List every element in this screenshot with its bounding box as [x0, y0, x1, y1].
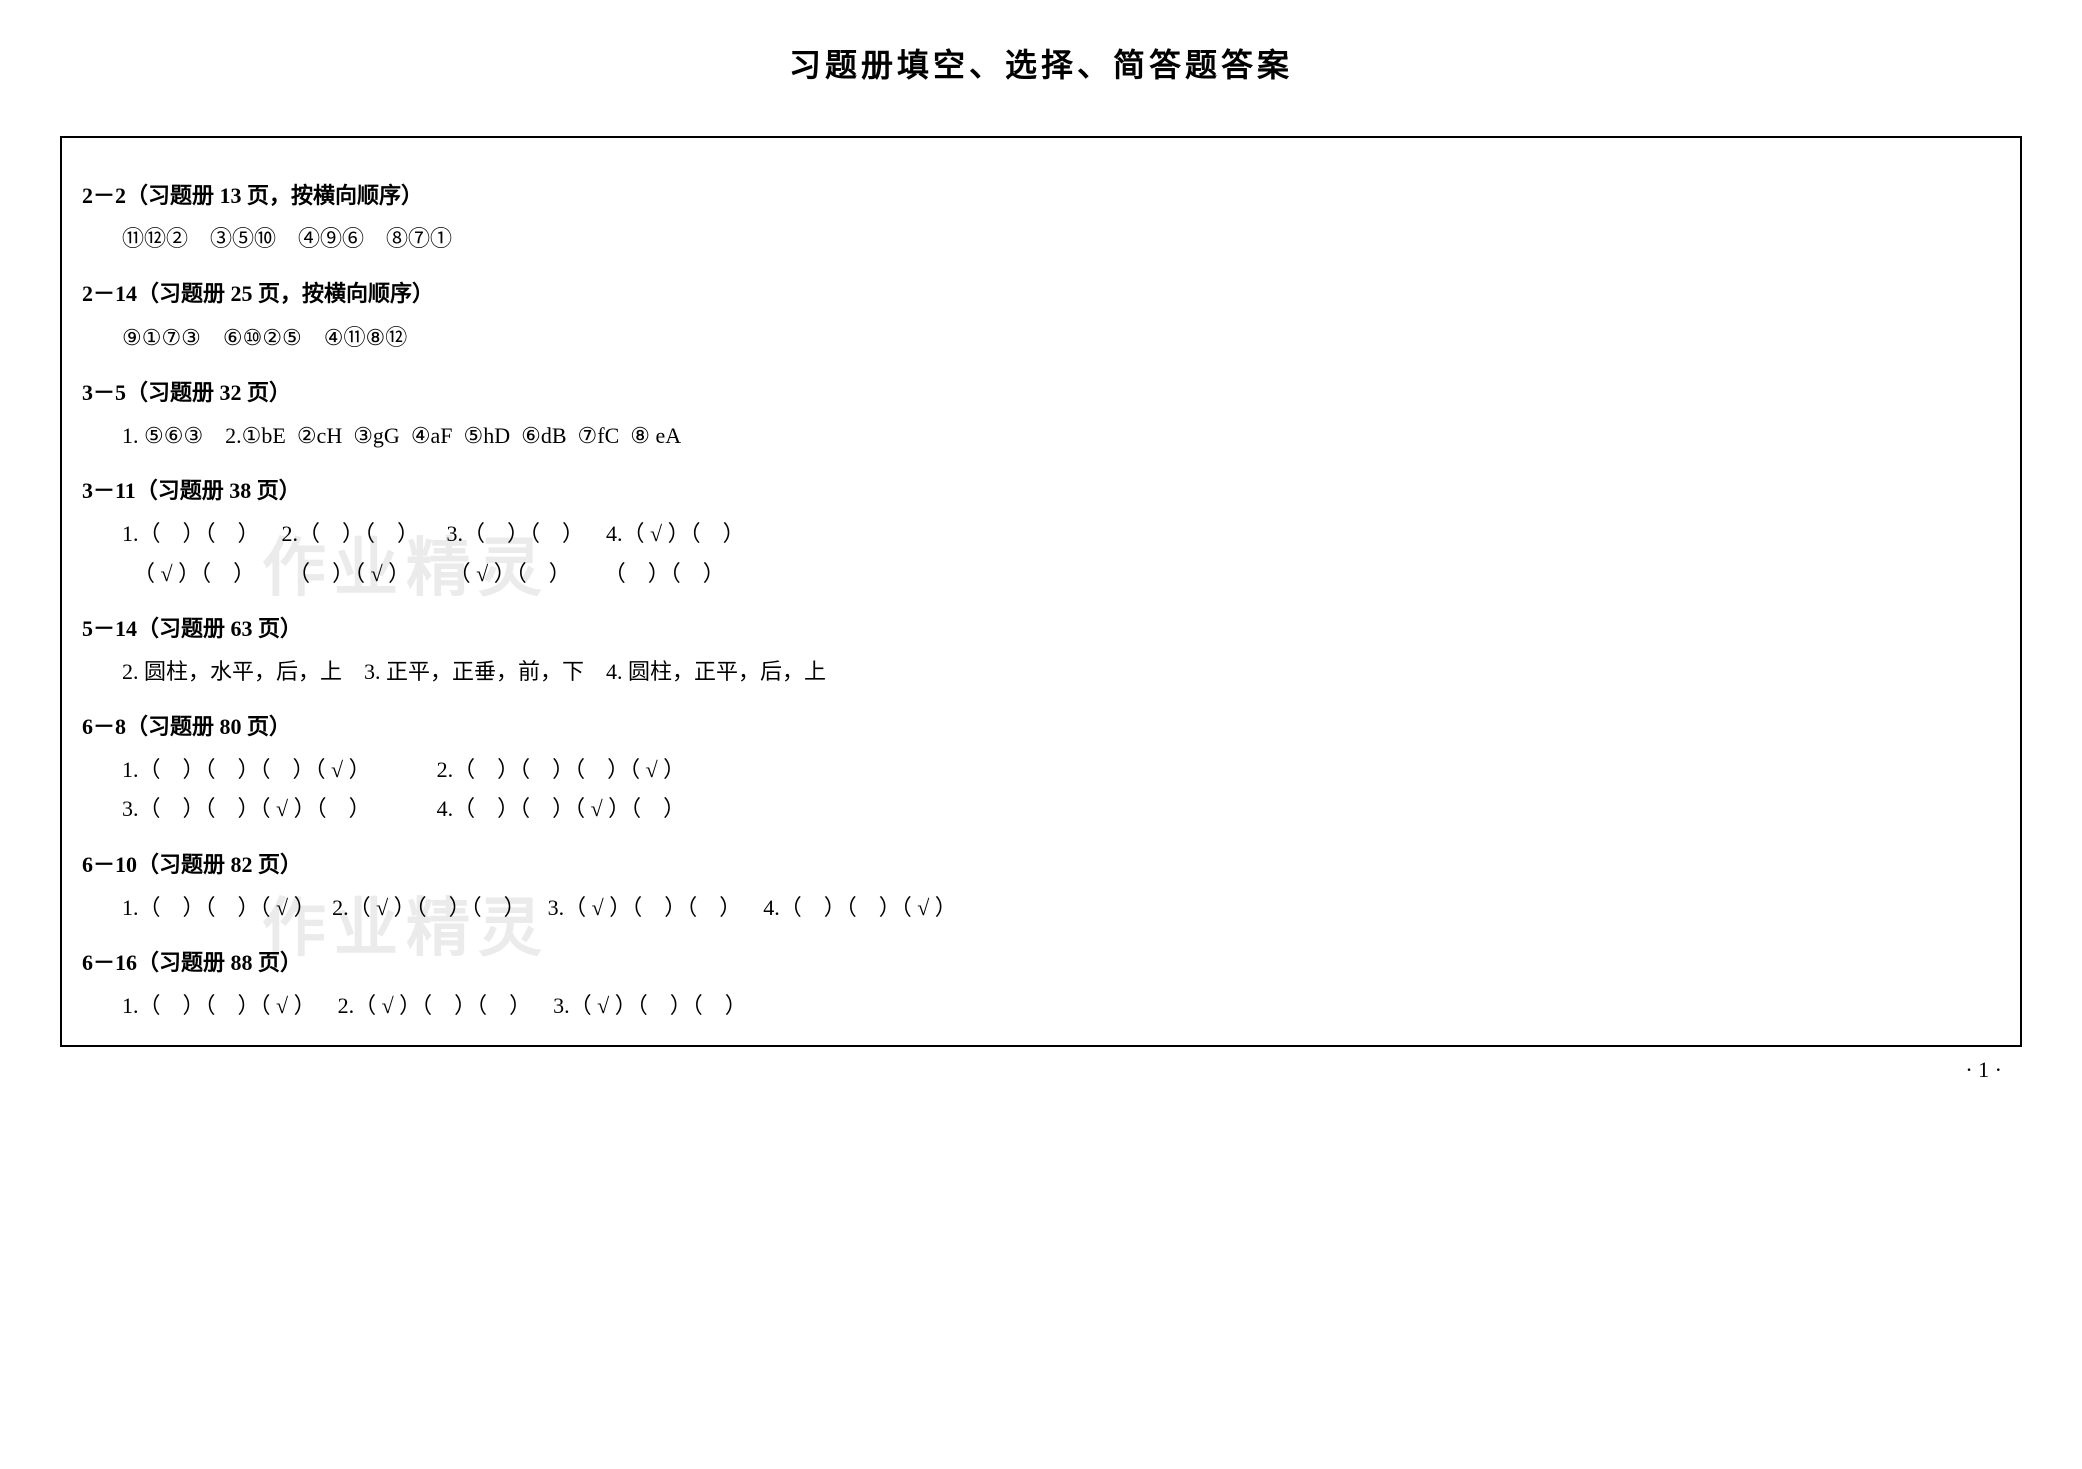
- section-header: 6－10（习题册 82 页）: [82, 847, 2000, 882]
- section-header: 5－14（习题册 63 页）: [82, 611, 2000, 646]
- answer-line: ⑨①⑦③ ⑥⑩②⑤ ④⑪⑧⑫: [82, 320, 2000, 355]
- answer-line: 1.（ ）（ ）（ √ ） 2.（ √ ）（ ）（ ） 3.（ √ ）（ ）（ …: [82, 890, 2000, 925]
- answer-line: 1. ⑤⑥③ 2.①bE ②cH ③gG ④aF ⑤hD ⑥dB ⑦fC ⑧ e…: [82, 418, 2000, 453]
- section-header: 3－5（习题册 32 页）: [82, 375, 2000, 410]
- answer-line: （ √ ）（ ） （ ）（ √ ） （ √ ）（ ） （ ）（ ）: [82, 556, 2000, 591]
- answer-content-box: 作业精灵 作业精灵 2－2（习题册 13 页，按横向顺序） ⑪⑫② ③⑤⑩ ④⑨…: [60, 136, 2022, 1047]
- answer-line: 1.（ ）（ ）（ √ ） 2.（ √ ）（ ）（ ） 3.（ √ ）（ ）（ …: [82, 988, 2000, 1023]
- answer-line: 3.（ ）（ ）（ √ ）（ ） 4.（ ）（ ）（ √ ）（ ）: [82, 791, 2000, 826]
- section-header: 2－14（习题册 25 页，按横向顺序）: [82, 276, 2000, 311]
- answer-line: ⑪⑫② ③⑤⑩ ④⑨⑥ ⑧⑦①: [82, 221, 2000, 256]
- section-header: 6－8（习题册 80 页）: [82, 709, 2000, 744]
- section-header: 2－2（习题册 13 页，按横向顺序）: [82, 178, 2000, 213]
- section-header: 3－11（习题册 38 页）: [82, 473, 2000, 508]
- page-title: 习题册填空、选择、简答题答案: [60, 40, 2022, 86]
- answer-line: 1.（ ）（ ） 2.（ ）（ ） 3.（ ）（ ） 4.（ √ ）（ ）: [82, 516, 2000, 551]
- answer-line: 2. 圆柱，水平，后，上 3. 正平，正垂，前，下 4. 圆柱，正平，后，上: [82, 654, 2000, 689]
- answer-line: 1.（ ）（ ）（ ）（ √ ） 2.（ ）（ ）（ ）（ √ ）: [82, 752, 2000, 787]
- section-header: 6－16（习题册 88 页）: [82, 945, 2000, 980]
- page-number: · 1 ·: [60, 1057, 2022, 1083]
